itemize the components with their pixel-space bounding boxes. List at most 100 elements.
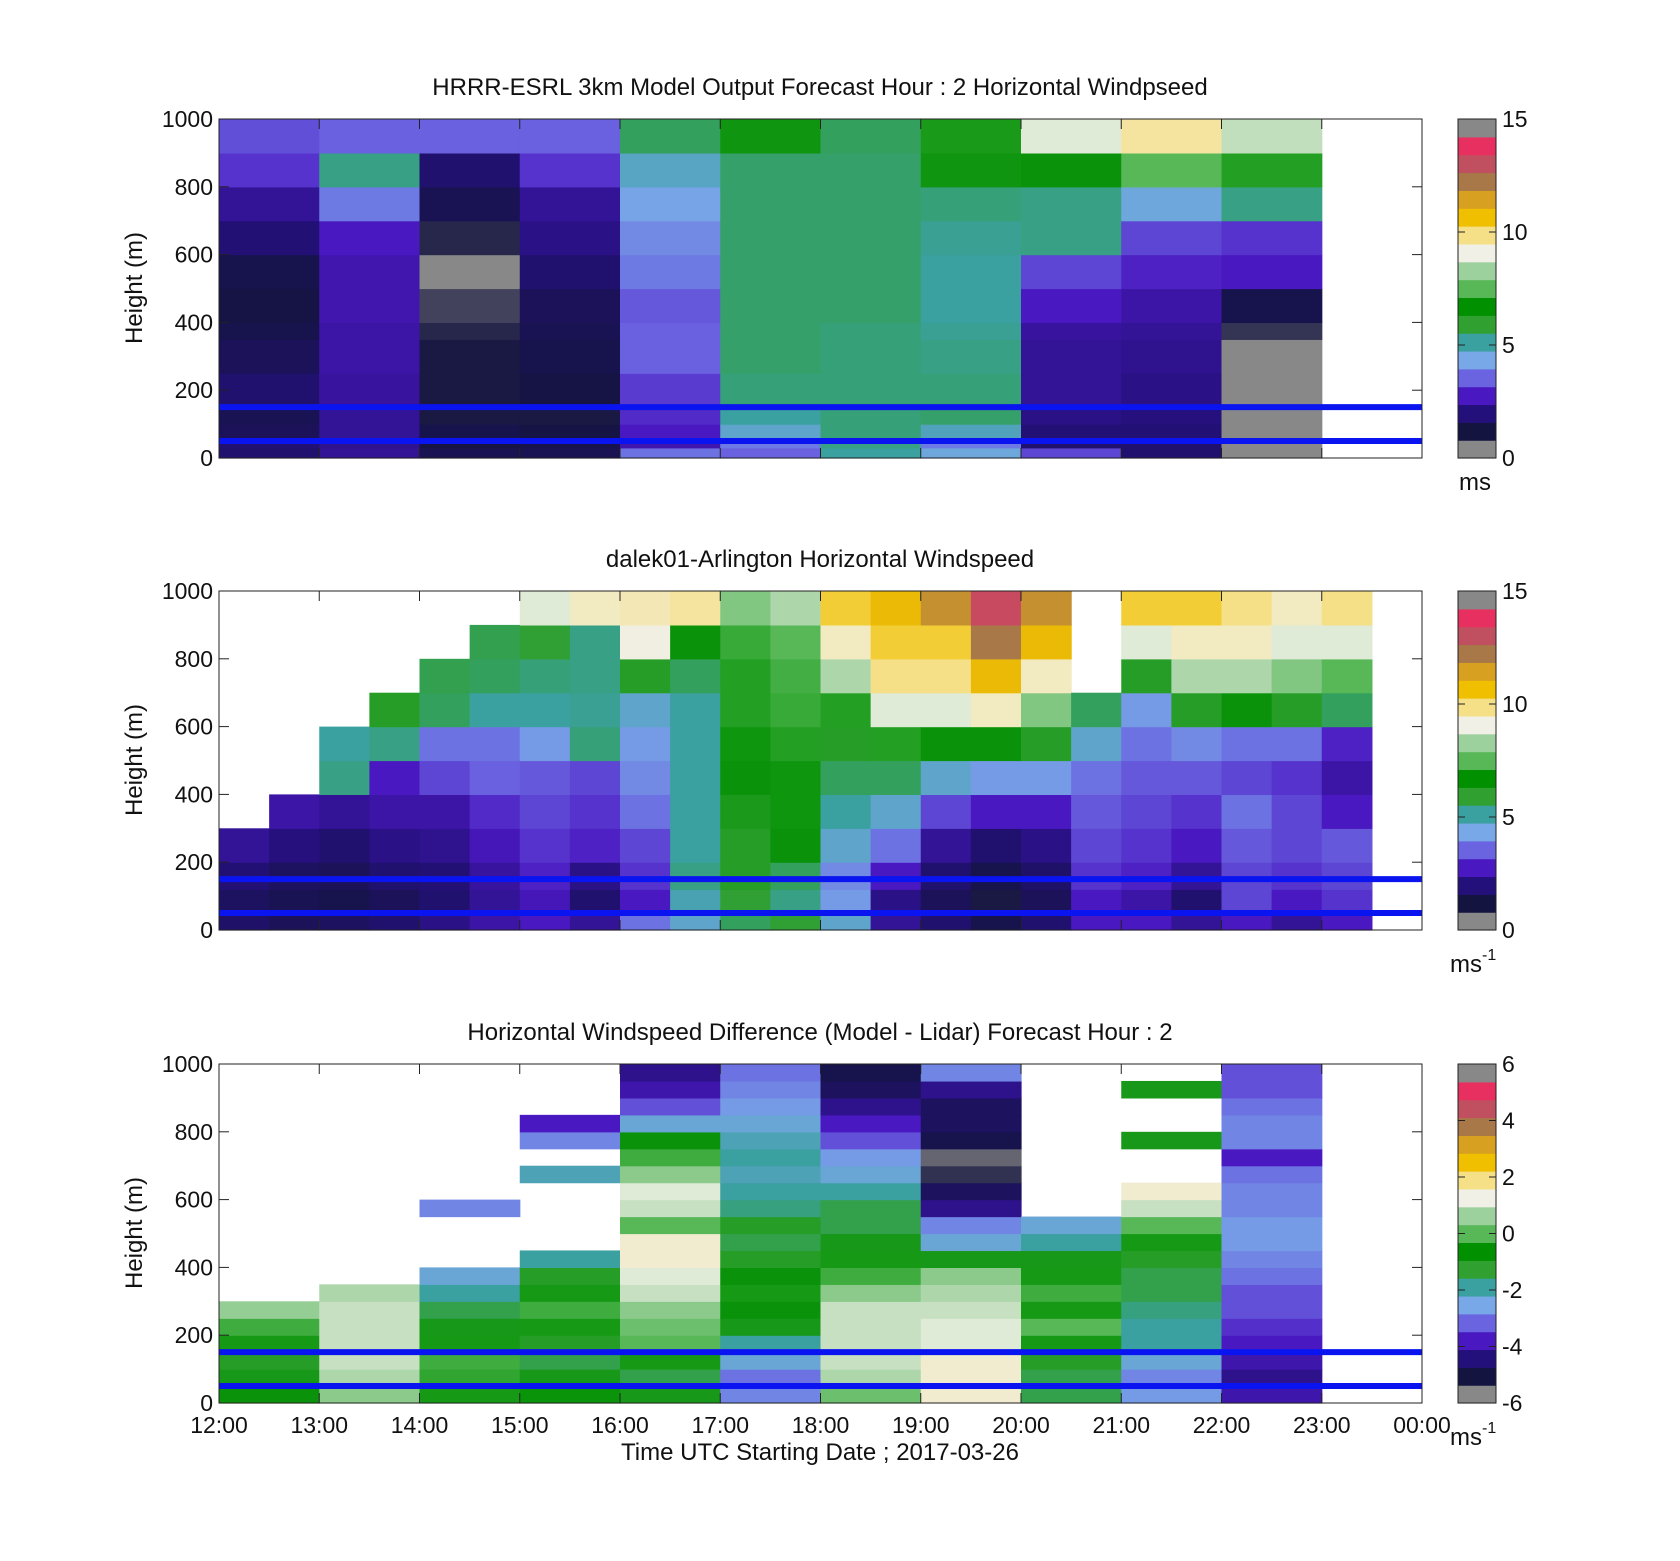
heatmap-cell	[319, 186, 421, 222]
heatmap-cell	[920, 424, 1022, 439]
heatmap-cell	[269, 794, 320, 829]
colorbar-tick-label: 6	[1502, 1051, 1515, 1077]
colorbar-segment	[1458, 190, 1496, 209]
heatmap-cell	[820, 1250, 922, 1268]
heatmap-cell	[1121, 339, 1223, 374]
heatmap-cell	[519, 760, 571, 795]
heatmap-cell	[720, 1199, 822, 1218]
heatmap-cell	[820, 828, 872, 863]
heatmap-cell	[419, 373, 521, 408]
heatmap-cell	[720, 447, 822, 459]
heatmap-cell	[620, 288, 721, 323]
heatmap-cell	[720, 692, 771, 728]
heatmap-cell	[319, 726, 370, 762]
heatmap-cell	[519, 1335, 621, 1353]
heatmap-cell	[369, 889, 421, 911]
heatmap-cell	[519, 794, 571, 829]
heatmap-cell	[569, 591, 621, 626]
colorbar-tick-label: 0	[1502, 917, 1515, 943]
heatmap-cell	[1121, 889, 1172, 911]
colorbar-segment	[1458, 1313, 1496, 1333]
colorbar-segment	[1458, 368, 1496, 388]
y-tick-label: 800	[175, 174, 213, 200]
heatmap-cell	[920, 1335, 1022, 1353]
heatmap-cell	[469, 658, 521, 694]
heatmap-cell	[469, 760, 521, 795]
heatmap-cell	[419, 726, 471, 762]
colorbar-segment	[1458, 226, 1496, 245]
heatmap-cell	[1221, 1369, 1323, 1387]
heatmap-cell	[519, 828, 571, 863]
heatmap-cell	[720, 1335, 822, 1353]
heatmap-cell	[1221, 1318, 1323, 1336]
heatmap-cell	[1221, 220, 1323, 256]
heatmap-cell	[620, 1284, 721, 1302]
heatmap-cell	[1121, 1301, 1223, 1319]
heatmap-cell	[1121, 1386, 1223, 1404]
heatmap-cell	[369, 760, 421, 795]
heatmap-cell	[1221, 1114, 1323, 1133]
heatmap-cell	[920, 288, 1022, 323]
heatmap-cell	[920, 862, 972, 890]
heatmap-cell	[1021, 692, 1072, 728]
heatmap-cell	[620, 186, 721, 222]
heatmap-cell	[469, 862, 521, 890]
heatmap-cell	[770, 692, 822, 728]
heatmap-cell	[720, 220, 822, 256]
colorbar-segment	[1458, 154, 1496, 174]
heatmap-cell	[219, 862, 270, 890]
heatmap-cell	[419, 889, 471, 911]
colorbar-tick-label: 15	[1502, 578, 1528, 604]
heatmap-cell	[670, 726, 721, 762]
heatmap-cell	[369, 794, 421, 829]
heatmap-cell	[1171, 658, 1223, 694]
heatmap-cell	[820, 889, 872, 911]
heatmap-cell	[1221, 889, 1273, 911]
heatmap-cell	[720, 1318, 822, 1336]
heatmap-cell	[820, 726, 872, 762]
heatmap-cell	[720, 1165, 822, 1184]
heatmap-cell	[1221, 152, 1323, 188]
heatmap-cell	[519, 1250, 621, 1268]
heatmap-cell	[319, 119, 421, 154]
panel-difference-colorbar: -6 -4 -2 0 2 4 6	[1457, 1051, 1523, 1416]
heatmap-cell	[1021, 760, 1072, 795]
heatmap-cell	[419, 424, 521, 439]
heatmap-cell	[1021, 220, 1122, 256]
heatmap-cell	[770, 794, 822, 829]
heatmap-cell	[970, 889, 1022, 911]
heatmap-cell	[620, 1182, 721, 1201]
heatmap-cell	[620, 1352, 721, 1370]
heatmap-cell	[1221, 1335, 1323, 1353]
panel-model-colorbar: 0 5 10 15	[1457, 106, 1528, 471]
heatmap-cell	[870, 828, 922, 863]
panel-lidar-y-axis-label: Height (m)	[121, 704, 148, 816]
heatmap-cell	[319, 862, 370, 890]
heatmap-cell	[920, 1352, 1022, 1370]
heatmap-cell	[670, 658, 721, 694]
heatmap-cell	[1021, 862, 1072, 890]
heatmap-cell	[519, 591, 571, 626]
heatmap-cell	[519, 692, 571, 728]
colorbar-segment	[1458, 261, 1496, 281]
y-tick-label: 400	[175, 781, 213, 807]
heatmap-cell	[1021, 322, 1122, 340]
heatmap-cell	[620, 1335, 721, 1353]
heatmap-cell	[820, 424, 922, 439]
x-tick-label: 14:00	[391, 1412, 449, 1438]
heatmap-cell	[720, 1148, 822, 1167]
colorbar-segment	[1458, 751, 1496, 771]
heatmap-cell	[720, 1386, 822, 1404]
y-tick-label: 600	[175, 1187, 213, 1213]
heatmap-cell	[1021, 1335, 1122, 1353]
colorbar-segment	[1458, 894, 1496, 913]
heatmap-cell	[219, 1301, 320, 1319]
colorbar-segment	[1458, 680, 1496, 699]
colorbar-segment	[1458, 1242, 1496, 1261]
heatmap-cell	[720, 828, 771, 863]
heatmap-cell	[219, 373, 320, 408]
colorbar-segment	[1458, 1295, 1496, 1315]
heatmap-cell	[620, 828, 671, 863]
y-tick-label: 0	[200, 445, 213, 471]
heatmap-cell	[920, 760, 972, 795]
